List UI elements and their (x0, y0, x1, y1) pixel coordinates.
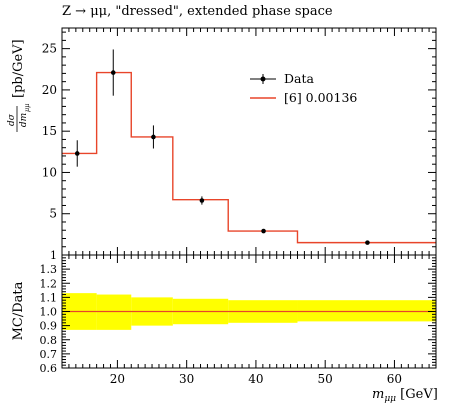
ratio-y-tick-label: 0.8 (40, 334, 58, 347)
legend-mc-label: [6] 0.00136 (284, 90, 357, 105)
ratio-y-tick-label: 0.7 (40, 348, 58, 361)
legend-data-marker (260, 76, 266, 82)
ratio-y-tick-label: 1.0 (40, 306, 58, 319)
ratio-y-tick-label: 1 (50, 249, 57, 262)
data-point (151, 134, 156, 140)
data-point (261, 228, 266, 234)
y-tick-label: 10 (42, 165, 57, 179)
y-axis-unit: [pb/GeV] (11, 39, 26, 98)
ratio-y-axis-label: MC/Data (11, 281, 26, 340)
data-point (365, 240, 370, 245)
ratio-y-tick-label: 1.1 (40, 291, 58, 304)
ratio-band-segment (96, 294, 132, 330)
mc-step-line (62, 71, 436, 244)
data-point (110, 70, 116, 75)
x-tick-label: 50 (318, 372, 333, 386)
y-tick-label: 20 (42, 83, 57, 97)
x-axis-label: mμμ [GeV] (372, 387, 438, 404)
ratio-y-tick-label: 0.6 (40, 362, 58, 375)
x-tick-label: 20 (110, 372, 125, 386)
x-tick-label: 30 (179, 372, 194, 386)
ratio-y-tick-label: 0.9 (40, 320, 58, 333)
y-tick-label: 15 (42, 124, 57, 138)
x-tick-label: 40 (248, 372, 263, 386)
y-axis-denominator: dm (19, 113, 29, 127)
ratio-y-tick-label: 1.2 (40, 277, 58, 290)
chart-title: Z → μμ, "dressed", extended phase space (62, 4, 333, 19)
y-tick-label: 25 (42, 42, 57, 56)
data-point (74, 151, 80, 156)
x-tick-label: 60 (387, 372, 402, 386)
data-point (199, 198, 205, 203)
ratio-band-segment (297, 300, 436, 322)
legend-data-label: Data (284, 71, 314, 86)
y-tick-label: 5 (49, 207, 57, 221)
y-axis-numerator: dσ (7, 113, 17, 126)
ratio-y-tick-label: 1.3 (40, 263, 58, 276)
y-axis-denominator-sub: μμ (23, 104, 31, 112)
main-frame (61, 27, 437, 256)
